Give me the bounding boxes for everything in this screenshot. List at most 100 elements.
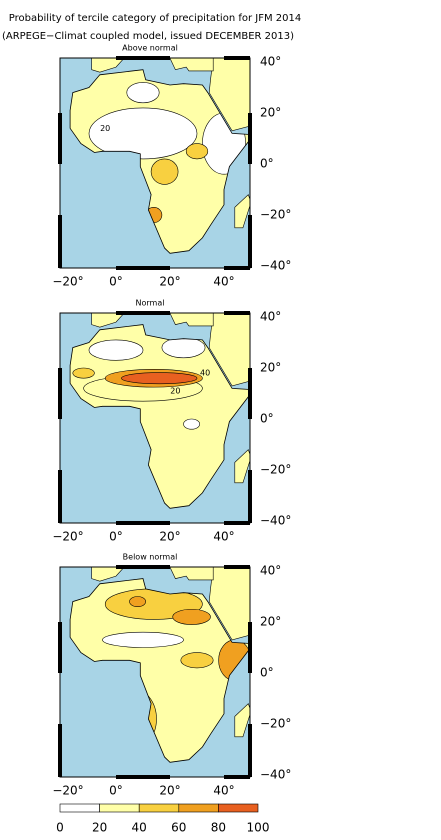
lon-tick-label: −20° [52,275,83,289]
frame-bar [116,565,170,569]
lat-tick-label: −20° [260,208,291,222]
land [91,313,125,328]
frame-bar [58,470,62,523]
lat-tick-label: 20° [260,615,281,629]
frame-bar [58,215,62,268]
lon-tick-label: 40° [213,275,234,289]
prob-area [72,367,95,379]
colorbar-tick-label: 0 [56,821,64,835]
lat-tick-label: 0° [260,157,274,171]
land [208,313,250,387]
lat-tick-label: −40° [260,768,291,782]
lat-tick-label: −40° [260,259,291,273]
title-line: Probability of tercile category of preci… [9,13,301,24]
map [60,567,250,777]
land [208,567,250,641]
land [91,58,125,73]
prob-areas [88,82,246,223]
prob-areas [72,337,206,430]
land [169,567,214,581]
lat-tick-label: 40° [260,55,281,69]
panel-title: Below normal [123,553,178,562]
contour-label: 20 [170,386,180,395]
lon-tick-label: 0° [109,784,123,798]
frame-bar [58,724,62,777]
colorbar-swatch [99,803,140,813]
lat-tick-label: −20° [260,717,291,731]
colorbar-tick-label: 60 [171,821,186,835]
prob-area [180,652,214,669]
frame-bar [116,311,170,315]
coast [69,69,250,254]
frame-bar [116,266,170,270]
colorbar-swatch [218,803,259,813]
frame-bar [248,622,252,673]
lon-tick-label: −20° [52,530,83,544]
frame-bar [224,311,250,315]
frame-bar [224,521,250,525]
land [169,58,214,72]
lat-tick-label: 0° [260,666,274,680]
africa [70,578,250,763]
frame-bar [58,113,62,164]
prob-area [102,631,184,648]
panel-title: Normal [136,299,165,308]
land [208,58,250,132]
frame-bar [116,56,170,60]
frame-bar [58,622,62,673]
lon-tick-label: 20° [159,784,180,798]
lon-tick-label: 40° [213,530,234,544]
frame-bar [224,266,250,270]
contour-label: 40 [200,369,210,378]
colorbar-tick-label: 80 [211,821,226,835]
colorbar-swatch [59,803,100,813]
frame-bar [248,368,252,419]
title-line: (ARPEGE−Climat coupled model, issued DEC… [2,31,294,42]
colorbar-tick-label: 40 [132,821,147,835]
frame-bar [58,368,62,419]
prob-area [150,158,179,185]
prob-area [126,82,160,104]
land [169,313,214,327]
lon-tick-label: 0° [109,530,123,544]
colorbar-tick-label: 20 [92,821,107,835]
lat-tick-label: 40° [260,564,281,578]
coast [69,578,250,763]
frame-bar [248,470,252,523]
panel-title: Above normal [122,44,178,53]
frame-bar [248,724,252,777]
lon-tick-label: −20° [52,784,83,798]
prob-area [161,337,206,359]
colorbar-tick-label: 100 [247,821,270,835]
frame-bar [116,521,170,525]
prob-area [172,608,211,625]
frame-bar [224,565,250,569]
colorbar-swatch [138,803,180,813]
lat-tick-label: −40° [260,514,291,528]
lat-tick-label: 40° [260,310,281,324]
map [60,58,250,268]
coast [69,324,250,509]
land [91,567,125,582]
colorbar-swatch [178,803,219,813]
prob-area [185,143,209,160]
lon-tick-label: 0° [109,275,123,289]
prob-area [88,339,144,361]
prob-area [183,418,201,430]
lat-tick-label: 0° [260,412,274,426]
map [60,313,250,523]
frame-bar [224,775,250,779]
frame-bar [248,215,252,268]
lon-tick-label: 20° [159,275,180,289]
lat-tick-label: 20° [260,106,281,120]
lat-tick-label: −20° [260,463,291,477]
prob-area [88,107,198,160]
prob-area [129,596,147,607]
frame-bar [224,56,250,60]
frame-bar [248,113,252,164]
contour-label: 20 [100,124,110,133]
lon-tick-label: 20° [159,530,180,544]
lat-tick-label: 20° [260,361,281,375]
lon-tick-label: 40° [213,784,234,798]
